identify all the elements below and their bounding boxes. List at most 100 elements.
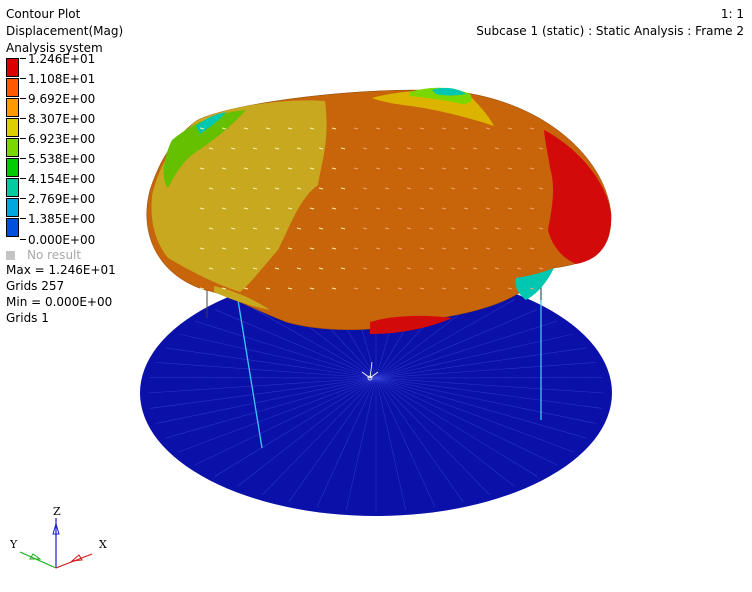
shell-region-cyan-top xyxy=(432,87,466,96)
legend-tick xyxy=(20,78,26,79)
displacement-vectors xyxy=(199,127,544,290)
legend-swatch xyxy=(6,118,19,137)
legend-value: 1.108E+01 xyxy=(28,72,96,86)
subcase-info: 1: 1 Subcase 1 (static) : Static Analysi… xyxy=(476,6,744,40)
vector-mark xyxy=(516,267,522,270)
spoke-line xyxy=(237,377,377,487)
spoke-line xyxy=(375,377,605,394)
legend-value: 2.769E+00 xyxy=(28,192,96,206)
vector-mark xyxy=(331,287,337,290)
legend-value: 1.385E+00 xyxy=(28,212,96,226)
vector-mark xyxy=(362,147,368,150)
vector-mark xyxy=(450,267,456,270)
shell-region-yellow-bottom xyxy=(214,286,270,310)
legend-swatch xyxy=(6,98,19,117)
spoke-line xyxy=(165,347,377,379)
vector-mark xyxy=(243,287,249,290)
vector-mark xyxy=(331,207,337,210)
vector-mark xyxy=(397,207,403,210)
spoke-line xyxy=(375,377,515,487)
vector-mark xyxy=(529,287,535,290)
vector-mark xyxy=(406,267,412,270)
shell-region-red-right xyxy=(544,130,612,264)
spoke-line xyxy=(147,377,377,394)
vector-mark xyxy=(516,227,522,230)
vector-mark xyxy=(397,287,403,290)
vector-mark xyxy=(287,287,293,290)
vector-mark xyxy=(375,167,381,170)
vector-mark xyxy=(309,287,315,290)
spoke-line xyxy=(375,377,603,409)
vector-mark xyxy=(441,247,447,250)
legend-swatch xyxy=(6,158,19,177)
vector-mark xyxy=(485,207,491,210)
vector-mark xyxy=(199,207,205,210)
legend-swatch xyxy=(6,178,19,197)
vector-mark xyxy=(331,167,337,170)
connector-lines xyxy=(237,282,542,449)
vector-mark xyxy=(230,267,236,270)
spoke-line xyxy=(194,377,377,466)
vector-mark xyxy=(265,207,271,210)
vector-mark xyxy=(265,127,271,130)
vector-mark xyxy=(507,287,513,290)
vector-mark xyxy=(252,187,258,190)
no-result-label: No result xyxy=(27,248,82,262)
vector-mark xyxy=(208,187,214,190)
vector-mark xyxy=(538,147,544,150)
vector-mark xyxy=(199,127,205,130)
vector-mark xyxy=(463,207,469,210)
vector-mark xyxy=(243,127,249,130)
vector-mark xyxy=(221,287,227,290)
vector-mark xyxy=(265,247,271,250)
vector-mark xyxy=(199,167,205,170)
vector-mark xyxy=(375,127,381,130)
vector-mark xyxy=(340,267,346,270)
max-value: Max = 1.246E+01 xyxy=(6,263,116,277)
min-value: Min = 0.000E+00 xyxy=(6,295,113,309)
shell-region-green xyxy=(163,110,246,188)
vector-mark xyxy=(384,227,390,230)
legend-tick xyxy=(20,198,26,199)
x-arrow-icon xyxy=(70,554,83,562)
legend-tick xyxy=(20,158,26,159)
legend-tick xyxy=(20,138,26,139)
vector-mark xyxy=(318,227,324,230)
vector-mark xyxy=(441,127,447,130)
no-result-entry: No result xyxy=(6,248,81,262)
vector-mark xyxy=(362,267,368,270)
vector-mark xyxy=(318,267,324,270)
vector-mark xyxy=(230,187,236,190)
vector-mark xyxy=(472,267,478,270)
contour-legend: 1.246E+01 1.108E+01 9.692E+00 8.307E+00 … xyxy=(6,52,156,254)
spoke-line xyxy=(375,377,587,439)
vector-mark xyxy=(252,227,258,230)
vector-mark xyxy=(243,167,249,170)
vector-mark xyxy=(472,147,478,150)
legend-value: 0.000E+00 xyxy=(28,233,96,247)
vector-mark xyxy=(309,247,315,250)
spoke-line xyxy=(375,362,597,379)
min-grid: Grids 1 xyxy=(6,311,49,325)
legend-value: 1.246E+01 xyxy=(28,52,96,66)
vector-mark xyxy=(406,227,412,230)
vector-mark xyxy=(516,147,522,150)
spoke-line xyxy=(375,377,491,496)
spoke-line xyxy=(375,347,587,379)
vector-mark xyxy=(441,287,447,290)
vector-mark xyxy=(230,227,236,230)
legend-swatch xyxy=(6,78,19,97)
vector-mark xyxy=(208,267,214,270)
result-stats: Max = 1.246E+01 Grids 257 Min = 0.000E+0… xyxy=(6,262,116,326)
axis-triad[interactable]: Z X Y xyxy=(0,500,140,580)
vector-mark xyxy=(516,187,522,190)
spoke-line xyxy=(155,362,377,379)
vector-mark xyxy=(494,187,500,190)
vector-mark xyxy=(419,127,425,130)
legend-tick xyxy=(20,58,26,59)
spoke-line xyxy=(375,377,407,511)
vector-mark xyxy=(362,227,368,230)
vector-mark xyxy=(441,167,447,170)
vector-mark xyxy=(494,227,500,230)
